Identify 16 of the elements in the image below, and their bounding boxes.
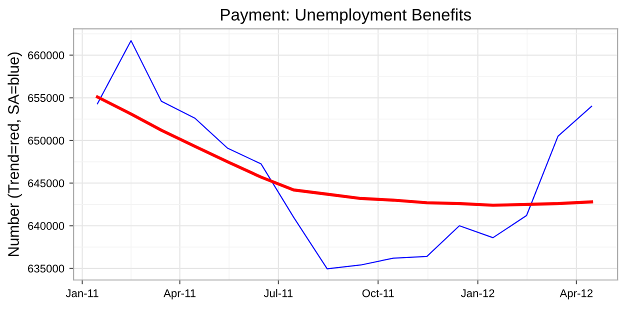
y-tick-label: 645000 bbox=[28, 179, 64, 188]
chart-title: Payment: Unemployment Benefits bbox=[220, 8, 471, 24]
y-tick-label: 640000 bbox=[28, 222, 64, 230]
x-tick-label: Oct-11 bbox=[362, 289, 394, 298]
y-tick-label: 650000 bbox=[28, 136, 64, 145]
x-tick-label: Jul-11 bbox=[264, 289, 293, 298]
y-axis-title: Number (Trend=red, SA=blue) bbox=[8, 52, 22, 256]
x-tick-label: Apr-11 bbox=[164, 289, 196, 300]
y-tick-label: 635000 bbox=[28, 264, 64, 273]
line-series bbox=[96, 95, 594, 207]
line-series bbox=[96, 40, 592, 270]
y-tick-label: 655000 bbox=[28, 94, 64, 102]
x-tick-label: Jan-11 bbox=[66, 289, 98, 298]
x-tick-label: Jan-12 bbox=[460, 289, 494, 298]
x-tick-label: Apr-12 bbox=[560, 289, 593, 300]
y-tick-label: 660000 bbox=[28, 51, 64, 60]
